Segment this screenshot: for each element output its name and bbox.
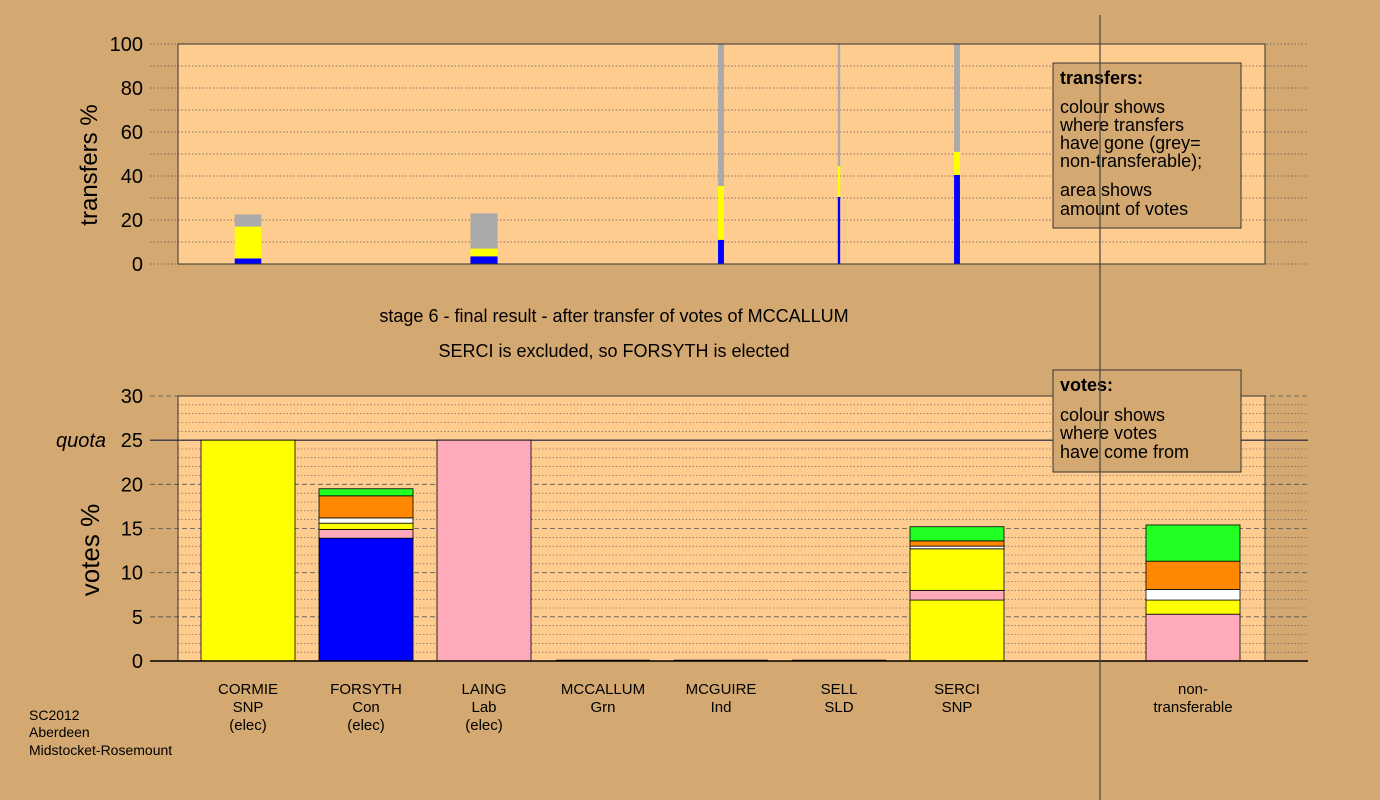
transfers-y-ticks: 0 20 40 60 80 100 bbox=[110, 34, 143, 276]
votes-y-tick-label: 0 bbox=[132, 651, 143, 673]
votes-y-axis-label: votes % bbox=[75, 504, 105, 597]
votes-bar-segment bbox=[1145, 589, 1241, 601]
votes-x-tick-label: transferable bbox=[1153, 699, 1232, 716]
votes-x-tick-label: CORMIE bbox=[218, 681, 278, 698]
transfers-bar-segment bbox=[470, 248, 498, 257]
transfers-bar-segment bbox=[234, 226, 262, 259]
votes-y-ticks: 0 5 10 15 20 25 30 bbox=[121, 386, 143, 673]
votes-bars bbox=[200, 439, 1241, 662]
votes-x-tick-label: SELL bbox=[821, 681, 858, 698]
transfers-legend-line: where transfers bbox=[1059, 115, 1184, 135]
transfers-bar-segment bbox=[234, 258, 262, 264]
transfers-bar-segment bbox=[718, 185, 724, 240]
votes-x-tick-label: SNP bbox=[233, 699, 264, 716]
votes-bar-segment bbox=[318, 517, 414, 524]
votes-legend-line: where votes bbox=[1059, 423, 1157, 443]
transfers-y-tick-label: 60 bbox=[121, 122, 143, 144]
votes-x-tick-label: FORSYTH bbox=[330, 681, 402, 698]
transfers-bar-segment bbox=[718, 239, 724, 264]
votes-x-tick-label: LAING bbox=[461, 681, 506, 698]
transfers-legend-line: non-transferable); bbox=[1060, 151, 1202, 171]
votes-x-tick-label: SLD bbox=[824, 699, 853, 716]
votes-x-tick-label: SERCI bbox=[934, 681, 980, 698]
transfers-bar-segment bbox=[954, 151, 960, 175]
votes-x-tick-label: (elec) bbox=[229, 717, 267, 734]
transfers-plot-border bbox=[177, 43, 1266, 265]
votes-bar-segment bbox=[1145, 560, 1241, 590]
transfers-legend: transfers: colour shows where transfers … bbox=[1052, 62, 1242, 229]
footer-ward: Midstocket-Rosemount bbox=[29, 742, 172, 758]
votes-y-tick-label: 5 bbox=[132, 607, 143, 629]
transfers-legend-title: transfers: bbox=[1060, 68, 1143, 88]
transfers-legend-line: colour shows bbox=[1060, 97, 1165, 117]
votes-y-tick-label: 25 bbox=[121, 430, 143, 452]
votes-legend-line: have come from bbox=[1060, 442, 1189, 462]
votes-bar-segment bbox=[909, 548, 1005, 591]
votes-bar-segment bbox=[1145, 524, 1241, 562]
transfers-bar-segment bbox=[470, 213, 498, 249]
votes-bar-segment bbox=[318, 495, 414, 519]
stage-subtitle: stage 6 - final result - after transfer … bbox=[379, 306, 848, 326]
votes-x-tick-label: Lab bbox=[471, 699, 496, 716]
votes-x-tick-label: Grn bbox=[590, 699, 615, 716]
votes-chart: 0 5 10 15 20 25 30 quota votes % votes: colour… bbox=[56, 369, 1308, 734]
transfers-y-tick-label: 40 bbox=[121, 166, 143, 188]
transfers-bar-segment bbox=[470, 256, 498, 264]
votes-y-tick-label: 20 bbox=[121, 474, 143, 496]
votes-x-tick-label: (elec) bbox=[347, 717, 385, 734]
votes-bar-segment bbox=[909, 540, 1005, 547]
votes-bar-segment bbox=[436, 439, 532, 662]
transfers-bar-segment bbox=[837, 166, 841, 197]
votes-y-tick-label: 30 bbox=[121, 386, 143, 408]
transfers-legend-line: have gone (grey= bbox=[1060, 133, 1201, 153]
transfers-legend-line: area shows bbox=[1060, 180, 1152, 200]
votes-bar-segment bbox=[318, 528, 414, 539]
votes-x-tick-labels: CORMIESNP(elec)FORSYTHCon(elec)LAINGLab(… bbox=[218, 681, 1233, 734]
votes-x-tick-label: SNP bbox=[942, 699, 973, 716]
votes-bar-segment bbox=[909, 526, 1005, 542]
votes-bar-segment bbox=[909, 589, 1005, 601]
votes-y-tick-label: 10 bbox=[121, 563, 143, 585]
transfers-bar-segment bbox=[234, 214, 262, 227]
transfers-bar-segment bbox=[837, 196, 841, 264]
transfers-y-tick-label: 0 bbox=[132, 254, 143, 276]
transfers-bar-segment bbox=[837, 44, 841, 167]
votes-legend: votes: colour shows where votes have com… bbox=[1052, 369, 1242, 473]
quota-label: quota bbox=[56, 430, 106, 452]
votes-bar-segment bbox=[318, 488, 414, 497]
transfers-bar-segment bbox=[954, 174, 960, 264]
transfers-y-tick-label: 80 bbox=[121, 78, 143, 100]
votes-legend-line: colour shows bbox=[1060, 405, 1165, 425]
votes-x-tick-label: non- bbox=[1178, 681, 1208, 698]
votes-bar-segment bbox=[200, 439, 296, 662]
votes-bar-segment bbox=[318, 537, 414, 662]
transfers-legend-line: amount of votes bbox=[1060, 199, 1188, 219]
transfers-bar-segment bbox=[718, 44, 724, 186]
votes-y-tick-label: 15 bbox=[121, 519, 143, 541]
votes-legend-title: votes: bbox=[1060, 375, 1113, 395]
transfers-y-tick-label: 100 bbox=[110, 34, 143, 56]
transfers-y-tick-label: 20 bbox=[121, 210, 143, 232]
footer-election: SC2012 bbox=[29, 707, 80, 723]
result-subtitle: SERCI is excluded, so FORSYTH is elected bbox=[438, 341, 789, 361]
votes-bar-segment bbox=[909, 599, 1005, 662]
votes-x-tick-label: (elec) bbox=[465, 717, 503, 734]
transfers-bar-segment bbox=[954, 44, 960, 152]
votes-x-tick-label: Ind bbox=[711, 699, 732, 716]
votes-x-tick-label: MCGUIRE bbox=[686, 681, 757, 698]
transfers-y-axis-label: transfers % bbox=[76, 104, 103, 225]
transfers-bars bbox=[234, 44, 960, 264]
votes-bar-segment bbox=[318, 522, 414, 530]
votes-x-tick-label: Con bbox=[352, 699, 380, 716]
votes-x-tick-label: MCCALLUM bbox=[561, 681, 645, 698]
transfers-chart: 0 20 40 60 80 100 transfers % transfers: colo… bbox=[76, 34, 1308, 276]
footer-council: Aberdeen bbox=[29, 724, 90, 740]
votes-bar-segment bbox=[1145, 599, 1241, 615]
votes-bar-segment bbox=[1145, 613, 1241, 662]
